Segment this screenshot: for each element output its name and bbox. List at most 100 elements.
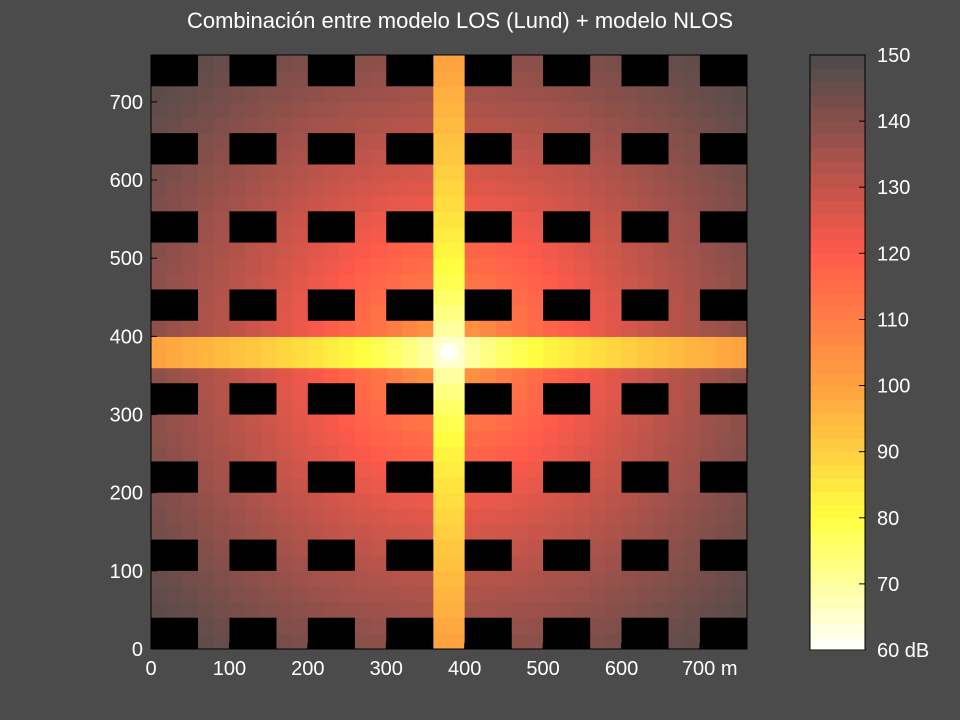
heat-cell	[354, 164, 372, 181]
heat-cell	[276, 477, 293, 494]
heat-cell	[496, 508, 513, 525]
heat-cell	[213, 492, 231, 509]
heat-cell	[370, 273, 387, 291]
heat-cell	[276, 633, 293, 649]
heat-cell	[480, 445, 497, 463]
heat-cell	[543, 273, 560, 291]
colorbar-segment	[810, 412, 865, 426]
heat-cell	[684, 101, 701, 119]
heat-cell	[323, 602, 340, 619]
heat-cell	[292, 242, 309, 259]
heat-cell	[605, 633, 623, 649]
building-block	[151, 461, 199, 493]
heat-cell	[480, 164, 497, 181]
heat-cell	[668, 258, 685, 275]
heat-cell	[699, 602, 717, 619]
heat-cell	[433, 289, 450, 306]
heat-cell	[245, 336, 262, 353]
heat-cell	[464, 117, 481, 134]
heat-cell	[229, 195, 246, 212]
heat-cell	[621, 273, 638, 291]
heat-cell	[699, 445, 717, 463]
heat-cell	[511, 570, 529, 588]
heat-cell	[292, 70, 309, 87]
heat-cell	[558, 164, 576, 181]
heat-cell	[229, 101, 246, 119]
heat-cell	[229, 242, 246, 259]
heat-cell	[621, 336, 638, 353]
heat-cell	[574, 352, 591, 369]
heat-cell	[668, 148, 685, 166]
heat-cell	[417, 445, 434, 463]
heat-cell	[511, 258, 529, 275]
heat-cell	[198, 117, 215, 134]
heat-cell	[668, 195, 685, 212]
heat-cell	[198, 461, 215, 478]
heat-cell	[354, 133, 372, 150]
heat-cell	[543, 117, 560, 134]
heat-cell	[464, 523, 481, 541]
heat-cell	[715, 602, 732, 619]
heat-cell	[339, 242, 356, 259]
building-block	[307, 289, 355, 321]
colorbar-segment	[810, 610, 865, 625]
heat-cell	[449, 602, 466, 619]
heat-cell	[182, 352, 199, 369]
heat-cell	[668, 289, 685, 306]
heat-cell	[245, 430, 262, 447]
heat-cell	[339, 430, 356, 447]
heat-cell	[511, 352, 529, 369]
heat-cell	[433, 164, 450, 181]
heat-cell	[339, 336, 356, 353]
heat-cell	[731, 492, 747, 509]
heat-cell	[668, 602, 685, 619]
heat-cell	[323, 258, 340, 275]
x-tick-label: 100	[213, 658, 246, 680]
heat-cell	[527, 117, 544, 134]
heat-cell	[213, 445, 231, 463]
heat-cell	[198, 539, 215, 556]
building-block	[386, 289, 434, 321]
colorbar-frame	[809, 54, 866, 651]
heat-cell	[276, 555, 293, 572]
heat-cell	[213, 555, 231, 572]
heat-cell	[166, 164, 183, 181]
heat-cell	[292, 570, 309, 588]
heat-cell	[652, 86, 670, 103]
building-block	[699, 461, 747, 493]
heat-cell	[386, 242, 403, 259]
heat-cell	[401, 414, 419, 431]
heat-cell	[245, 258, 262, 275]
heat-cell	[276, 180, 293, 197]
heat-cell	[260, 164, 278, 181]
heat-cell	[433, 258, 450, 275]
heat-cell	[339, 352, 356, 369]
heat-cell	[496, 180, 513, 197]
heat-cell	[260, 586, 278, 603]
heat-cell	[198, 445, 215, 463]
heat-cell	[464, 430, 481, 447]
heat-cell	[151, 367, 168, 384]
heat-cell	[307, 492, 325, 509]
heat-cell	[652, 508, 670, 525]
heat-cell	[370, 398, 387, 416]
heat-cell	[323, 430, 340, 447]
heat-cell	[417, 101, 434, 119]
heat-cell	[543, 492, 560, 509]
heat-cell	[323, 414, 340, 431]
colorbar-segment	[810, 147, 865, 162]
heat-cell	[307, 101, 325, 119]
heat-cell	[449, 570, 466, 588]
heat-cell	[182, 602, 199, 619]
building-block	[229, 383, 277, 415]
heat-cell	[590, 101, 607, 119]
heat-cell	[527, 461, 544, 478]
heat-cell	[198, 586, 215, 603]
heat-cell	[292, 414, 309, 431]
heat-cell	[339, 195, 356, 212]
heat-cell	[668, 226, 685, 244]
heat-cell	[417, 523, 434, 541]
heat-cell	[574, 336, 591, 353]
heat-cell	[590, 195, 607, 212]
heat-cell	[229, 492, 246, 509]
